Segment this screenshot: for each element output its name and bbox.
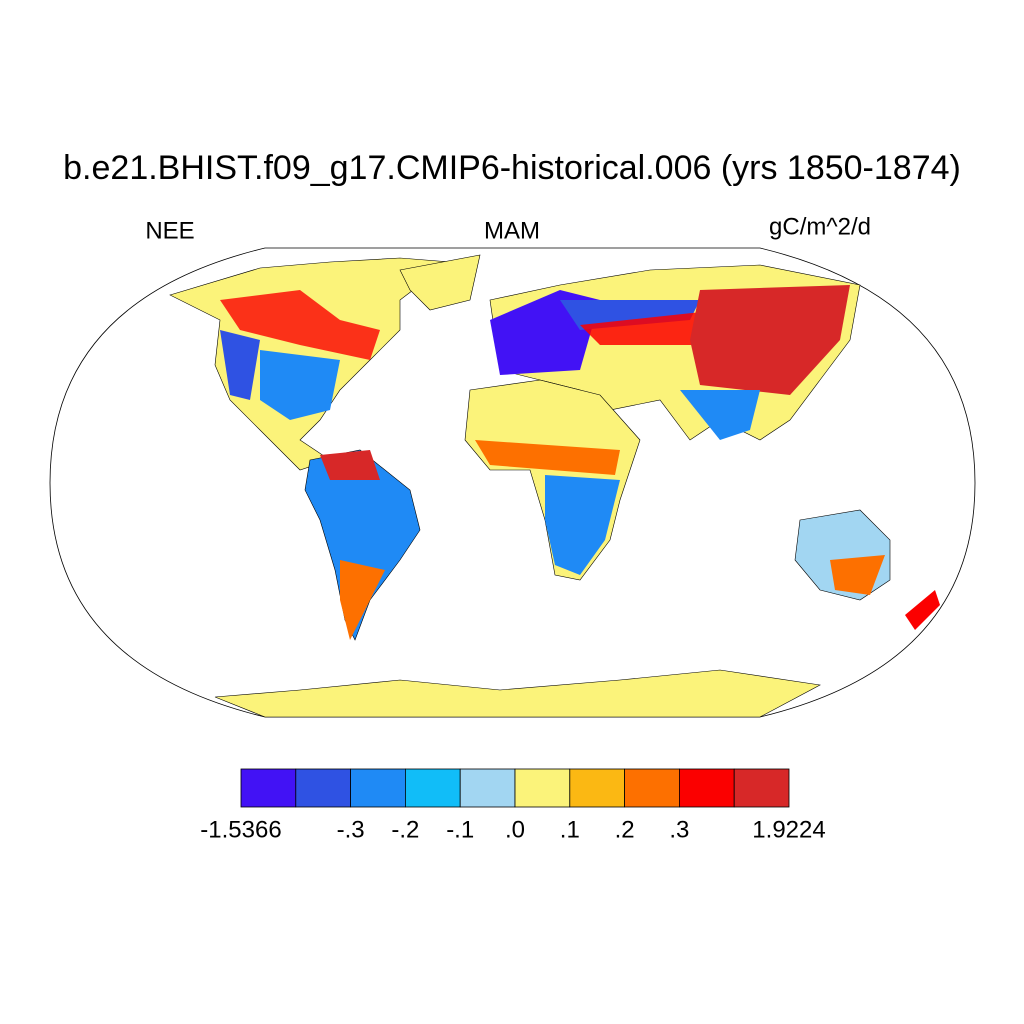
colorbar-label: .0 bbox=[505, 816, 525, 843]
land bbox=[214, 669, 821, 718]
land-patch bbox=[680, 390, 760, 440]
variable-label: NEE bbox=[145, 217, 194, 244]
land bbox=[399, 254, 481, 311]
colorbar-box bbox=[624, 768, 680, 808]
colorbar-box bbox=[240, 768, 297, 808]
colorbar-box bbox=[514, 768, 571, 808]
land-patch bbox=[475, 440, 620, 475]
land-patch bbox=[690, 285, 850, 395]
colorbar-box bbox=[569, 768, 625, 808]
colorbar-box bbox=[404, 768, 461, 808]
units-label: gC/m^2/d bbox=[769, 213, 871, 240]
colorbar-label: .3 bbox=[669, 816, 689, 843]
land-patch bbox=[560, 300, 700, 330]
colorbar: -1.5366 -.3 -.2 -.1 .0 .1 .2 .3 1.9224 bbox=[200, 768, 826, 843]
colorbar-label: .1 bbox=[560, 816, 580, 843]
colorbar-label: 1.9224 bbox=[752, 816, 825, 843]
colorbar-box bbox=[679, 768, 735, 808]
land bbox=[304, 449, 421, 641]
colorbar-box bbox=[733, 768, 790, 808]
land-patch bbox=[260, 350, 340, 420]
season-label: MAM bbox=[484, 217, 540, 244]
land-patch bbox=[580, 310, 720, 345]
colorbar-label: -.3 bbox=[337, 816, 365, 843]
colorbar-label: .2 bbox=[615, 816, 635, 843]
colorbar-label: -1.5366 bbox=[200, 816, 281, 843]
land-patch bbox=[220, 290, 380, 360]
land-patch bbox=[545, 475, 620, 575]
colorbar-box bbox=[295, 768, 351, 808]
map bbox=[49, 247, 976, 718]
land-patch bbox=[340, 560, 385, 640]
colorbar-label: -.1 bbox=[446, 816, 474, 843]
colorbar-label: -.2 bbox=[391, 816, 419, 843]
colorbar-box bbox=[459, 768, 516, 808]
land bbox=[905, 590, 940, 630]
land-patch bbox=[220, 330, 260, 400]
title: b.e21.BHIST.f09_g17.CMIP6-historical.006… bbox=[63, 149, 961, 187]
colorbar-box bbox=[350, 768, 406, 808]
land-patch bbox=[830, 555, 885, 595]
land-patch bbox=[320, 450, 380, 480]
